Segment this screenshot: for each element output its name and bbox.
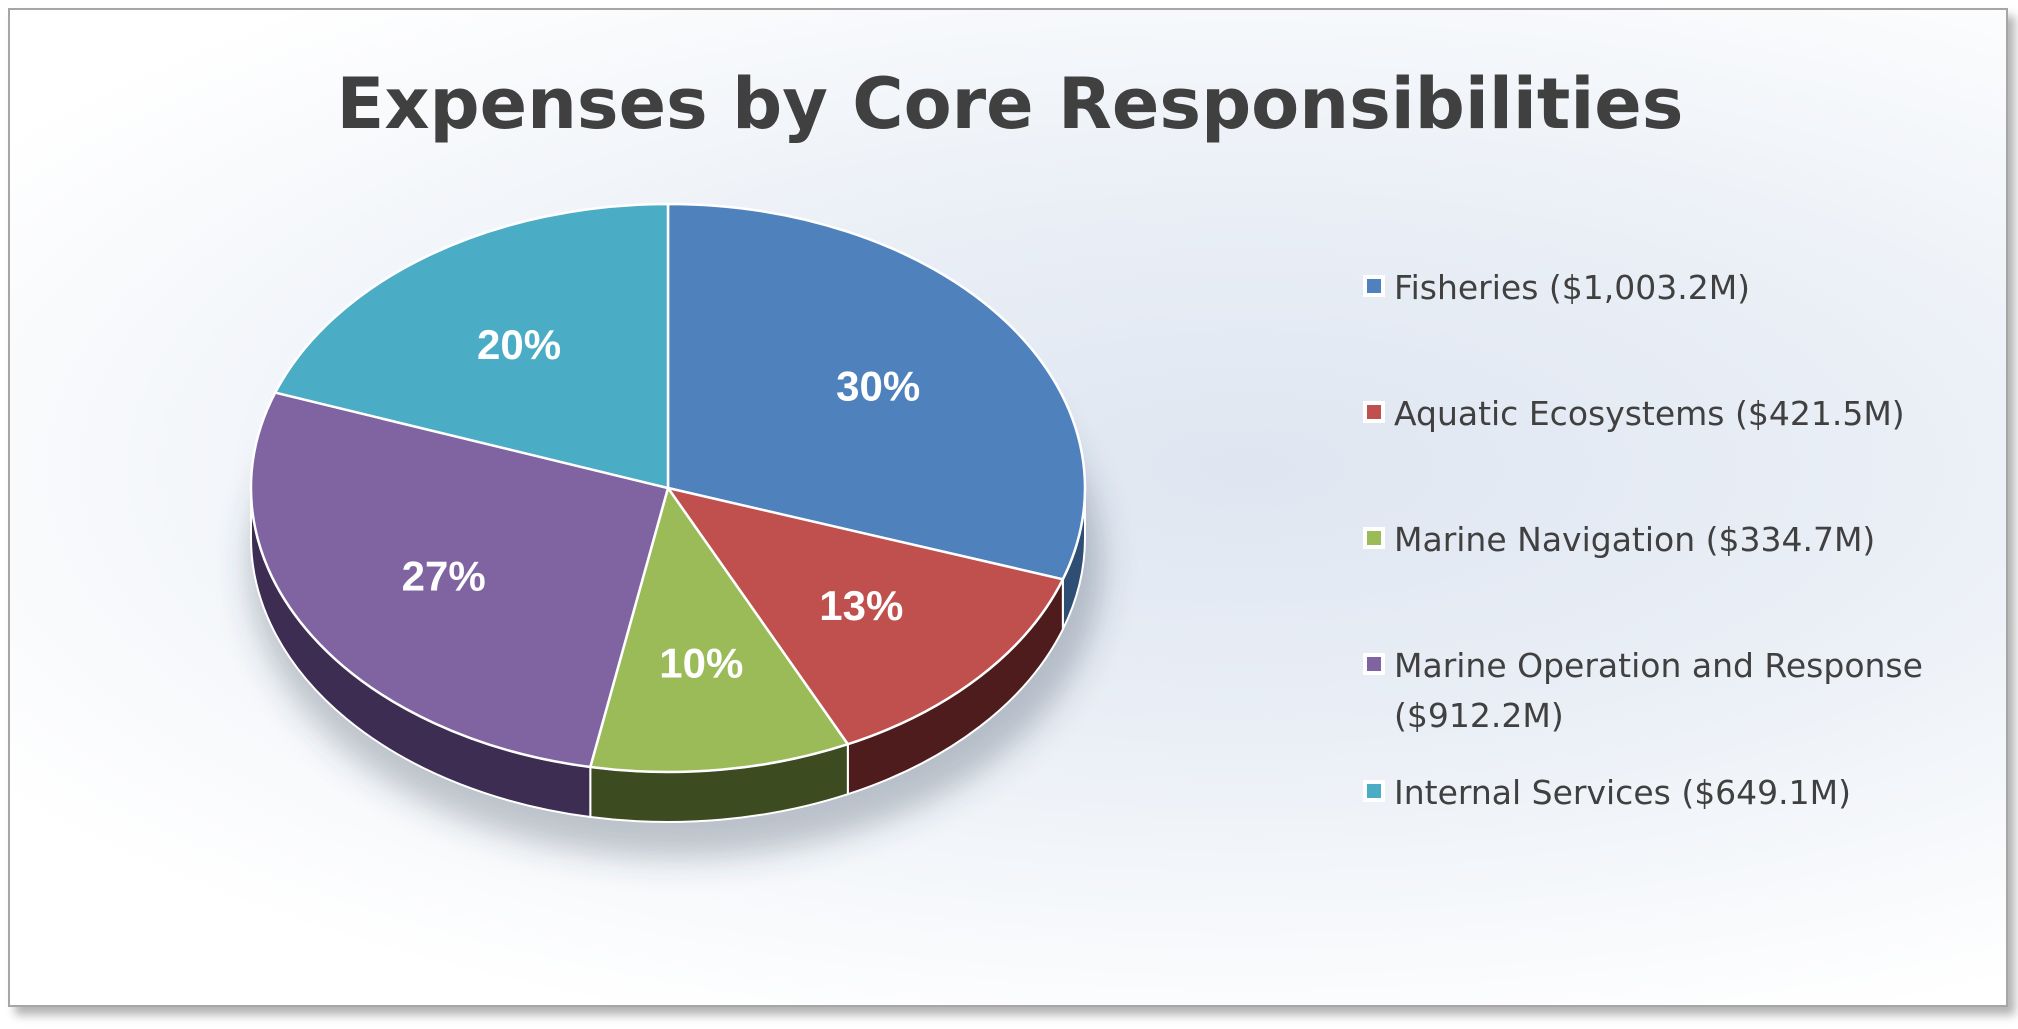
legend-label-3: Marine Operation and Response ($912.2M) [1394, 646, 1923, 735]
data-label-3: 27% [402, 553, 486, 600]
legend-label-0: Fisheries ($1,003.2M) [1394, 268, 1750, 307]
legend-label-4: Internal Services ($649.1M) [1394, 773, 1851, 812]
pie-slice-0 [666, 202, 1087, 581]
data-label-2: 10% [659, 640, 743, 687]
pie-slice-3 [249, 391, 670, 769]
data-label-0: 30% [836, 362, 920, 409]
data-label-4: 20% [477, 321, 561, 368]
pie-slice-1 [666, 486, 1065, 746]
chart-title: Expenses by Core Responsibilities [337, 63, 1684, 145]
pie-slice-2 [589, 486, 850, 774]
legend-swatch-3 [1367, 657, 1381, 671]
data-label-1: 13% [819, 582, 903, 629]
legend-swatch-2 [1367, 531, 1381, 545]
chart-frame: Expenses by Core Responsibilities 30% 13%… [8, 8, 2008, 1007]
pie-chart: Expenses by Core Responsibilities 30% 13%… [249, 63, 1923, 858]
legend-label-2: Marine Navigation ($334.7M) [1394, 520, 1875, 559]
legend-swatch-1 [1367, 405, 1381, 419]
legend-label-1: Aquatic Ecosystems ($421.5M) [1394, 394, 1905, 433]
legend-swatch-4 [1367, 784, 1381, 798]
pie-slice-4 [273, 202, 670, 490]
legend-swatch-0 [1367, 279, 1381, 293]
